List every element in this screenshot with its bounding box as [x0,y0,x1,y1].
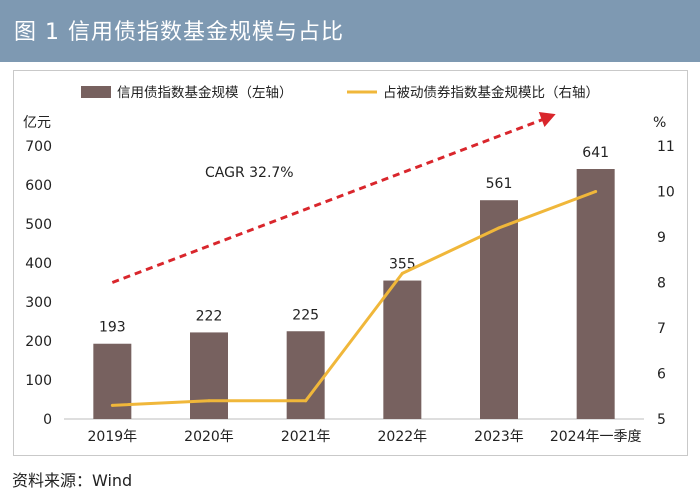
x-tick-label: 2024年一季度 [550,429,642,445]
x-tick-label: 2021年 [281,429,331,445]
bar-data-label: 641 [582,145,609,161]
left-axis-tick-label: 700 [25,139,52,155]
line-point [594,190,598,193]
bar [480,200,518,419]
legend-line-label: 占被动债券指数基金规模比（右轴） [383,84,599,101]
line-point [497,226,501,230]
cagr-arrow-head [538,111,556,127]
right-axis-tick-label: 5 [657,412,666,428]
bar [190,332,228,419]
x-tick-label: 2022年 [378,429,428,445]
x-tick-label: 2023年 [474,429,524,445]
right-axis-tick-label: 6 [657,367,666,383]
figure-header: 图 1 信用债指数基金规模与占比 [0,0,700,62]
bar-data-label: 193 [99,320,126,336]
line-point [207,399,211,403]
right-axis-tick-label: 9 [657,230,666,246]
bar-data-label: 561 [486,176,513,192]
left-axis-tick-label: 600 [25,178,52,194]
cagr-annotation: CAGR 32.7% [205,165,294,181]
legend-bar-label: 信用债指数基金规模（左轴） [117,84,293,101]
left-axis-tick-label: 200 [25,334,52,350]
right-axis-tick-label: 10 [657,185,675,201]
left-axis-tick-label: 400 [25,256,52,272]
bar [93,343,132,419]
bar-data-label: 222 [196,308,223,324]
figure-title: 图 1 信用债指数基金规模与占比 [14,20,344,45]
left-axis-tick-label: 500 [25,217,52,233]
right-axis-tick-label: 11 [657,139,675,155]
left-axis-tick-label: 300 [25,295,52,311]
left-axis-tick-label: 100 [25,373,52,389]
x-tick-label: 2020年 [184,429,234,445]
bar [576,169,615,419]
source-note: 资料来源：Wind [12,471,133,490]
line-series [112,190,597,407]
line-point [304,399,308,403]
line-point [110,403,114,407]
right-axis-tick-label: 8 [657,276,666,292]
bar [383,280,422,419]
bar-data-label: 225 [292,307,319,323]
legend-bar-swatch [81,86,111,98]
right-axis-unit: % [653,115,666,131]
cagr-trend-line [111,116,549,284]
bar-data-label: 355 [389,257,416,273]
left-axis-tick-label: 0 [43,412,52,428]
left-axis-unit: 亿元 [23,115,51,131]
right-axis-tick-label: 7 [657,321,666,337]
line-point [400,271,404,275]
x-tick-label: 2019年 [88,429,138,445]
bar [286,331,325,419]
